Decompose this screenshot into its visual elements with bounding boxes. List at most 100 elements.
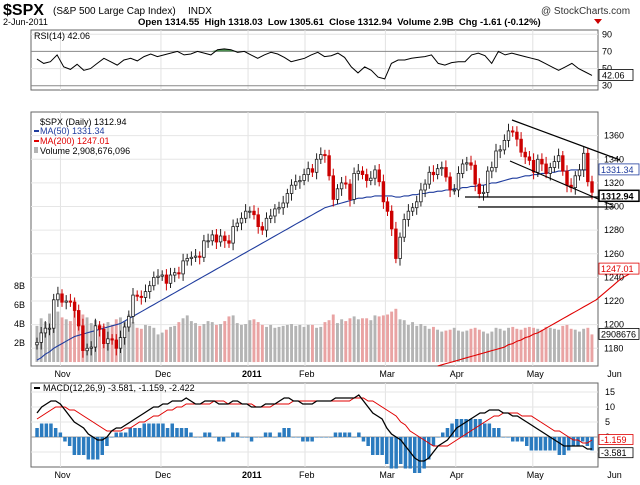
volume-bar bbox=[432, 326, 435, 362]
candle-body bbox=[452, 189, 456, 192]
volume-bar bbox=[77, 318, 81, 362]
volume-bar bbox=[502, 330, 506, 362]
month-label-dec: Dec bbox=[155, 369, 172, 379]
rsi-value-tag-text: 42.06 bbox=[602, 70, 625, 80]
month-label-2011: 2011 bbox=[242, 470, 262, 480]
macd-histogram-bar bbox=[487, 423, 492, 437]
volume-bar bbox=[290, 324, 293, 362]
macd-histogram-bar bbox=[310, 437, 314, 442]
macd-histogram-bar bbox=[100, 437, 104, 455]
volume-bar bbox=[131, 322, 135, 362]
candle-body bbox=[260, 226, 264, 231]
candle-body bbox=[423, 183, 427, 191]
macd-histogram-bar bbox=[469, 419, 473, 437]
volume-bar bbox=[590, 334, 594, 362]
price-tick-label: 1280 bbox=[604, 225, 624, 235]
candle-body bbox=[314, 158, 319, 173]
macd-histogram-bar bbox=[427, 437, 431, 460]
macd-histogram-bar bbox=[413, 437, 417, 473]
watermark: @ StockCharts.com bbox=[541, 6, 630, 17]
chart-date: 2-Jun-2011 bbox=[3, 17, 48, 27]
macd-histogram-bar bbox=[86, 437, 91, 460]
volume-bar bbox=[60, 317, 64, 362]
macd-histogram-bar bbox=[441, 432, 445, 437]
price-value-tag bbox=[598, 189, 640, 203]
candle-body bbox=[227, 240, 231, 244]
volume-bar bbox=[98, 324, 101, 362]
candle-body bbox=[490, 167, 494, 172]
candle-body bbox=[498, 149, 502, 152]
candle-body bbox=[385, 201, 390, 212]
price-legend-ma200: MA(200) 1247.01 bbox=[40, 136, 110, 146]
volume-bar bbox=[156, 334, 160, 362]
macd-histogram-bar bbox=[389, 437, 394, 469]
macd-histogram-bar bbox=[506, 437, 510, 438]
macd-histogram-bar bbox=[170, 423, 174, 437]
volume-bar bbox=[557, 329, 561, 362]
candle-body bbox=[277, 207, 281, 210]
month-label-apr: Apr bbox=[450, 369, 464, 379]
volume-bar bbox=[348, 318, 352, 362]
price-tick-label: 1200 bbox=[604, 320, 624, 330]
macd-histogram-bar bbox=[91, 437, 95, 460]
candle-body bbox=[473, 164, 477, 185]
volume-bar bbox=[486, 333, 490, 362]
macd-histogram-bar bbox=[534, 437, 538, 451]
candle-body bbox=[510, 130, 515, 133]
volume-bar bbox=[273, 327, 277, 362]
volume-bar bbox=[561, 325, 565, 362]
macd-histogram-bar bbox=[198, 437, 202, 438]
candle-body bbox=[481, 191, 486, 194]
volume-bar bbox=[52, 320, 56, 362]
volume-bar bbox=[127, 314, 131, 362]
volume-bar bbox=[169, 326, 172, 362]
macd-histogram-bar bbox=[399, 437, 403, 464]
volume-bar bbox=[498, 328, 502, 363]
price-legend-price: $SPX (Daily) 1312.94 bbox=[40, 117, 127, 127]
month-label-may: May bbox=[527, 369, 545, 379]
candle-body bbox=[85, 347, 89, 352]
macd-histogram-bar bbox=[128, 428, 132, 437]
candle-body bbox=[114, 339, 118, 349]
candle-body bbox=[139, 295, 143, 298]
candle-body bbox=[352, 172, 356, 200]
macd-histogram-bar bbox=[273, 437, 277, 438]
volume-bar bbox=[223, 321, 227, 362]
macd-histogram-bar bbox=[189, 432, 193, 437]
candle-body bbox=[97, 325, 102, 330]
macd-value-tag-text: -1.159 bbox=[601, 435, 627, 445]
candle-body bbox=[460, 163, 465, 174]
volume-bar bbox=[240, 324, 243, 362]
volume-bar bbox=[386, 314, 389, 362]
macd-line bbox=[36, 394, 592, 462]
volume-bar bbox=[569, 328, 573, 363]
macd-value-tag-text: -3.581 bbox=[601, 448, 627, 458]
month-label-feb: Feb bbox=[299, 470, 315, 480]
macd-histogram-bar bbox=[497, 428, 501, 437]
volume-bar bbox=[256, 322, 260, 362]
macd-histogram-bar bbox=[329, 437, 333, 438]
candle-body bbox=[93, 325, 98, 348]
macd-histogram-bar bbox=[35, 428, 39, 437]
volume-bar bbox=[344, 321, 348, 362]
candle-body bbox=[552, 161, 557, 168]
volume-bar bbox=[281, 325, 285, 362]
candle-body bbox=[527, 156, 532, 161]
month-label-jun: Jun bbox=[607, 369, 622, 379]
macd-histogram-bar bbox=[254, 437, 258, 438]
candle-body bbox=[131, 294, 135, 317]
macd-histogram-bar bbox=[571, 437, 576, 446]
macd-tick-label: 5 bbox=[605, 417, 610, 427]
macd-histogram-bar bbox=[580, 437, 585, 442]
volume-bar bbox=[369, 320, 373, 362]
macd-histogram-bar bbox=[548, 437, 552, 451]
volume-bar bbox=[285, 324, 289, 362]
volume-tick-label: 8B bbox=[14, 281, 25, 291]
macd-histogram-bar bbox=[240, 437, 244, 438]
volume-bar bbox=[536, 328, 540, 363]
candle-body bbox=[77, 310, 81, 327]
volume-bar bbox=[402, 320, 406, 362]
volume-bar bbox=[523, 327, 527, 362]
volume-bar bbox=[448, 329, 452, 362]
macd-histogram-bar bbox=[137, 428, 142, 437]
